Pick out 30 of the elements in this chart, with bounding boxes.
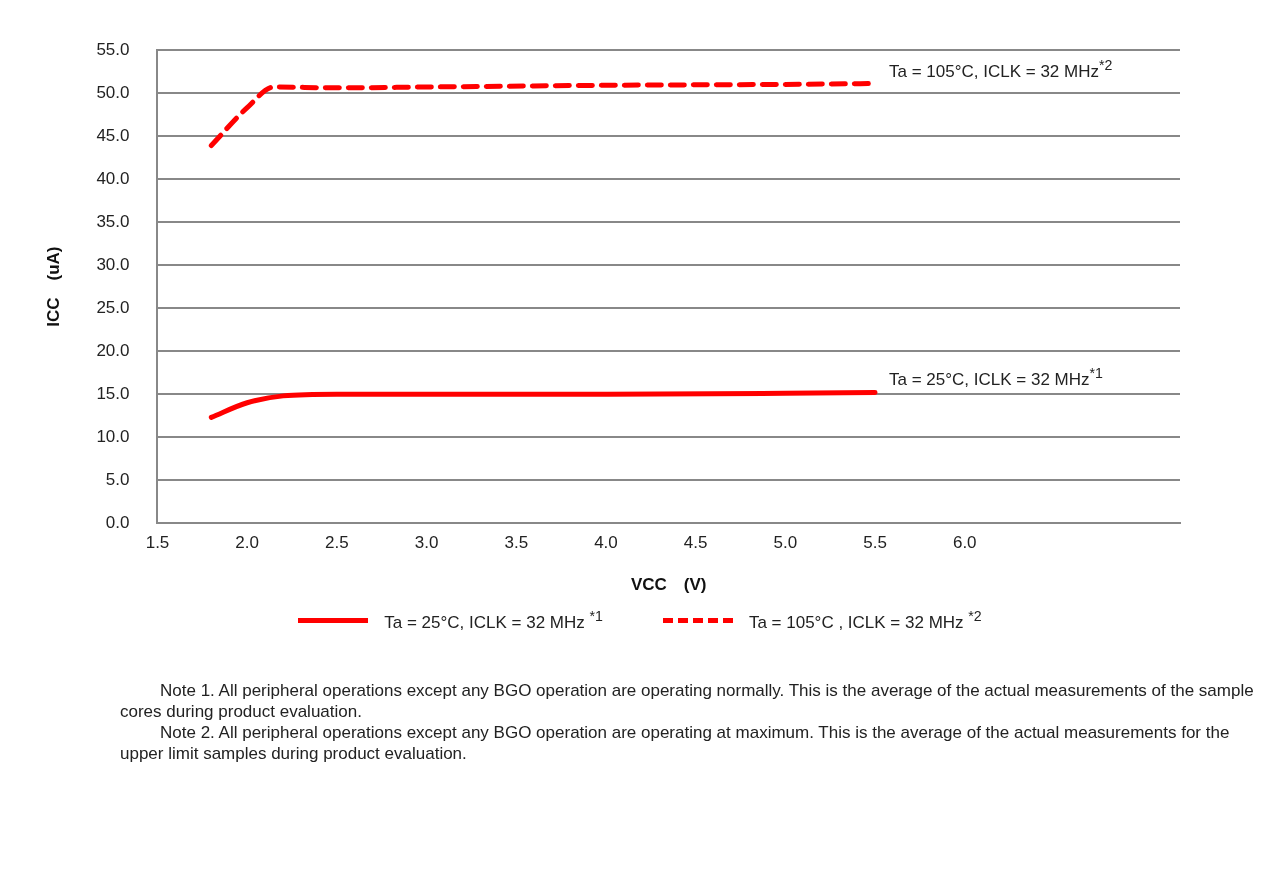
annotation: Ta = 25°C, ICLK = 32 MHz$^{*1}$: [889, 365, 1103, 391]
y-tick-label: 0.0: [105, 512, 130, 532]
y-tick-label: 5.0: [105, 469, 130, 489]
y-tick-label: 50.0: [96, 82, 130, 102]
x-tick-label: 6.0: [952, 533, 977, 553]
legend-label: Ta = 25°C, ICLK = 32 MHz $^{*1}$: [384, 608, 603, 633]
x-tick-label: 5.0: [773, 533, 798, 553]
x-tick-label: 3.5: [504, 533, 529, 553]
x-tick-label: 1.5: [145, 533, 170, 553]
x-tick-label: 4.0: [594, 533, 618, 553]
x-tick-label: 5.5: [863, 533, 887, 553]
annotation: Ta = 105°C, ICLK = 32 MHz$^{*2}$: [889, 56, 1113, 82]
y-tick-label: 10.0: [96, 426, 130, 446]
y-axis-title: ICC (uA): [43, 246, 63, 327]
y-tick-label: 20.0: [96, 340, 130, 360]
x-tick-label: 4.5: [683, 533, 708, 553]
y-tick-label: 25.0: [96, 297, 130, 317]
y-tick-label: 55.0: [96, 39, 130, 59]
y-tick-label: 35.0: [96, 211, 130, 231]
y-tick-label: 15.0: [96, 383, 130, 403]
y-tick-label: 40.0: [96, 168, 130, 188]
y-tick-label: 45.0: [96, 125, 130, 145]
x-axis-title: VCC (V): [630, 575, 707, 595]
legend-label: Ta = 105°C , ICLK = 32 MHz $^{*2}$: [748, 608, 982, 633]
text: Note 2. All peripheral operations except any BGO operation are operating at maximum. This is the average of the actual measurements for the upper limit samples during product evaluation.: [120, 722, 1231, 764]
x-tick-label: 2.5: [325, 533, 349, 553]
y-tick-label: 30.0: [96, 254, 130, 274]
x-tick-label: 2.0: [235, 533, 259, 553]
text: Note 1. All peripheral operations except any BGO operation are operating normally. This is the average of the actual measurements of the sample cores during product evaluation.: [120, 680, 1255, 722]
x-tick-label: 3.0: [414, 533, 439, 553]
